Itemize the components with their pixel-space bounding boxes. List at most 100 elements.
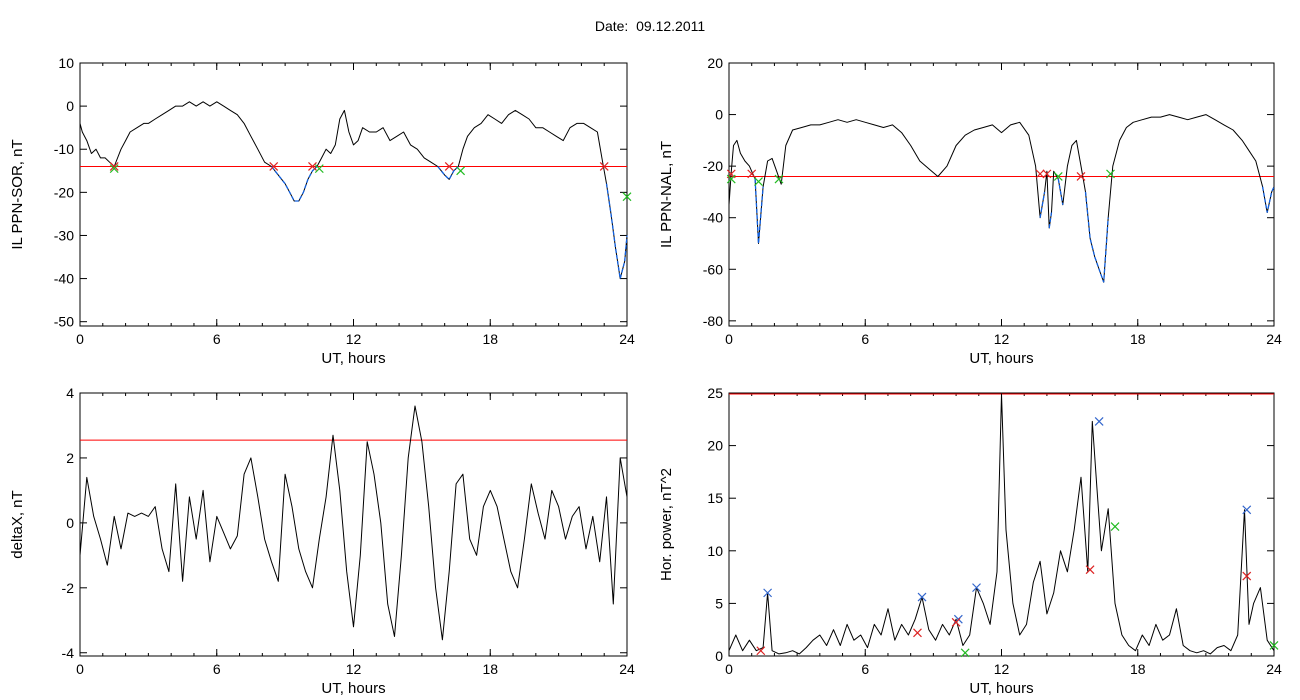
y-tick-label: -30 (54, 227, 74, 243)
plot-frame (728, 392, 1275, 657)
below-threshold-segment (1057, 178, 1064, 205)
y-tick-label: 5 (715, 595, 723, 611)
x-axis-title: UT, hours (969, 350, 1033, 367)
end-marker (1110, 522, 1120, 532)
plot-frame (79, 392, 628, 657)
y-axis-title: IL PPN-NAL, nT (658, 141, 675, 248)
y-tick-label: -50 (54, 314, 74, 330)
plot-frame (79, 62, 628, 327)
y-tick-label: -20 (54, 184, 74, 200)
below-threshold-segment (437, 166, 459, 181)
end-marker (314, 164, 324, 174)
x-tick-label: 0 (725, 661, 733, 677)
end-marker (754, 177, 763, 187)
peak-marker (1242, 505, 1252, 515)
y-tick-label: 2 (66, 450, 74, 466)
y-axis-title: Hor. power, nT^2 (658, 468, 675, 581)
end-marker (774, 174, 784, 184)
below-threshold-segment (1039, 191, 1046, 218)
x-tick-label: 12 (994, 661, 1010, 677)
y-tick-label: 0 (66, 515, 74, 531)
y-tick-label: -20 (703, 158, 723, 174)
start-marker (269, 162, 279, 171)
y-tick-label: 0 (715, 648, 723, 664)
chart-panel-4: 0 6 12 18 24 25 20 15 10 5 0 UT, hours Hor. power, n… (658, 385, 1282, 697)
start-marker (109, 162, 119, 171)
below-threshold-segment (605, 183, 628, 279)
x-tick-label: 18 (1130, 331, 1146, 347)
y-tick-label: -40 (54, 271, 74, 287)
y-tick-label: -4 (62, 645, 75, 661)
y-tick-label: 20 (707, 55, 723, 71)
below-threshold-segment (1261, 186, 1275, 213)
end-marker (456, 166, 466, 176)
x-tick-label: 0 (725, 331, 733, 347)
y-tick-label: 25 (707, 385, 723, 401)
start-marker (1035, 169, 1045, 179)
end-marker (1053, 172, 1063, 181)
y-tick-label: -2 (62, 580, 75, 596)
below-threshold-segment (1084, 191, 1109, 283)
x-tick-label: 6 (861, 661, 869, 677)
start-marker (756, 646, 766, 656)
y-tick-label: 10 (58, 55, 74, 71)
x-tick-label: 18 (482, 661, 498, 677)
x-tick-label: 18 (482, 331, 498, 347)
y-tick-label: -40 (703, 210, 723, 226)
series-line (728, 393, 1275, 655)
end-marker (1106, 169, 1115, 179)
y-tick-label: 4 (66, 385, 74, 401)
x-tick-label: 6 (861, 331, 869, 347)
x-tick-label: 0 (76, 331, 84, 347)
start-marker (1085, 565, 1095, 575)
plot-frame (728, 62, 1275, 327)
chart-panel-3: 0 6 12 18 24 4 2 0 -2 -4 UT, hours deltaX, nT (9, 385, 635, 697)
below-threshold-segment (754, 178, 764, 244)
x-axis-title: UT, hours (321, 350, 385, 367)
start-marker (951, 617, 961, 627)
x-tick-label: 24 (619, 331, 635, 347)
series-line (79, 405, 628, 641)
y-tick-label: 15 (707, 490, 723, 506)
y-tick-label: 20 (707, 438, 723, 454)
peak-marker (1094, 416, 1104, 426)
end-marker (726, 174, 736, 184)
end-marker (109, 164, 119, 174)
x-tick-label: 12 (994, 331, 1010, 347)
start-marker (913, 628, 922, 638)
y-tick-label: 10 (707, 543, 723, 559)
x-tick-label: 24 (619, 661, 635, 677)
x-tick-label: 24 (1266, 661, 1282, 677)
x-tick-label: 6 (213, 661, 221, 677)
end-marker (960, 648, 970, 658)
x-tick-label: 12 (346, 331, 362, 347)
y-axis-title: IL PPN-SOR, nT (9, 139, 26, 249)
x-tick-label: 6 (213, 331, 221, 347)
y-tick-label: -10 (54, 141, 74, 157)
end-marker (1269, 641, 1279, 650)
peak-marker (763, 588, 773, 598)
start-marker (1076, 172, 1086, 181)
chart-panel-1: 0 6 12 18 24 10 0 -10 -20 -30 -40 -50 UT, hours IL PP… (9, 55, 635, 367)
chart-panel-2: 0 6 12 18 24 20 0 -20 -40 -60 -80 UT, hours IL PPN-N… (658, 55, 1282, 367)
date-label: Date: (594, 18, 629, 34)
end-marker (622, 192, 632, 202)
start-marker (444, 162, 454, 171)
series-line (728, 114, 1275, 283)
start-marker (747, 169, 757, 179)
x-axis-title: UT, hours (321, 680, 385, 697)
below-threshold-segment (1048, 212, 1053, 229)
start-marker (599, 162, 609, 171)
y-tick-label: -60 (703, 261, 723, 277)
x-tick-label: 24 (1266, 331, 1282, 347)
start-marker (1042, 169, 1052, 179)
y-tick-label: 0 (66, 98, 74, 114)
below-threshold-segment (270, 166, 318, 202)
page-title: Date: 09.12.2011 (0, 18, 1300, 34)
peak-marker (972, 583, 981, 593)
peak-marker (917, 592, 927, 602)
series-line (79, 101, 628, 280)
y-tick-label: -80 (703, 313, 723, 329)
x-tick-label: 0 (76, 661, 84, 677)
